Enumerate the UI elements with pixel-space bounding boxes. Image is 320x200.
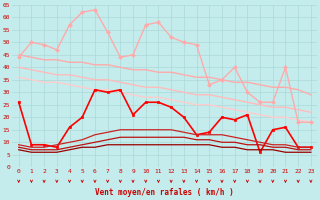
X-axis label: Vent moyen/en rafales ( km/h ): Vent moyen/en rafales ( km/h ) [95,188,234,197]
